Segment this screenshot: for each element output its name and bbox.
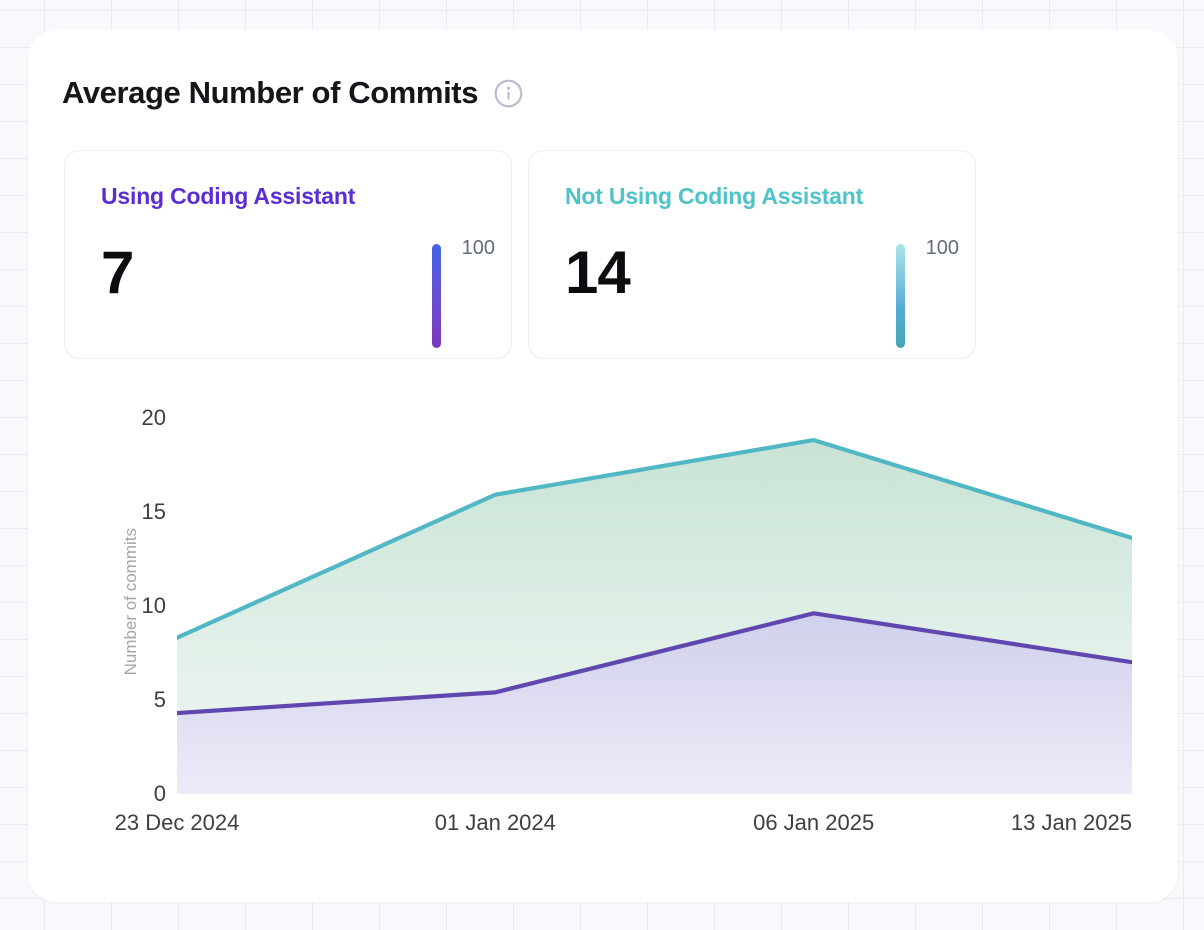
stat-card-not-using-assistant: Not Using Coding Assistant 14 100: [528, 150, 976, 359]
average-commits-panel: Average Number of Commits Using Coding A…: [28, 30, 1178, 902]
y-axis: 0 5 10 15 20: [28, 405, 166, 805]
x-axis-label: 23 Dec 2024: [114, 810, 240, 835]
y-axis-tick: 15: [141, 498, 166, 524]
gauge-bar: [896, 244, 905, 348]
series-line-0: [177, 438, 1132, 640]
y-axis-tick: 5: [153, 686, 166, 712]
stat-value: 7: [101, 239, 134, 306]
gauge-bar: [432, 244, 441, 348]
series-line-1: [177, 611, 1132, 716]
stat-label: Using Coding Assistant: [101, 183, 356, 209]
info-icon[interactable]: [494, 79, 523, 108]
series-area-1: [177, 613, 1132, 794]
y-axis-tick: 0: [153, 781, 166, 806]
panel-header: Average Number of Commits: [62, 75, 523, 111]
x-axis-label: 01 Jan 2024: [434, 810, 556, 835]
gauge-max-label: 100: [461, 237, 495, 259]
y-axis-tick: 10: [141, 592, 166, 618]
chart-plot-area[interactable]: [177, 410, 1132, 794]
stat-card-using-assistant: Using Coding Assistant 7 100: [64, 150, 512, 359]
stat-label: Not Using Coding Assistant: [565, 183, 864, 209]
stat-value: 14: [565, 239, 631, 306]
x-axis: 23 Dec 2024 01 Jan 2024 06 Jan 2025 13 Jan …: [115, 810, 1132, 840]
x-axis-label: 13 Jan 2025: [1010, 810, 1132, 835]
page-title: Average Number of Commits: [62, 75, 479, 110]
gauge-max-label: 100: [925, 237, 959, 259]
x-axis-label: 06 Jan 2025: [753, 810, 875, 835]
y-axis-tick: 20: [141, 404, 166, 430]
